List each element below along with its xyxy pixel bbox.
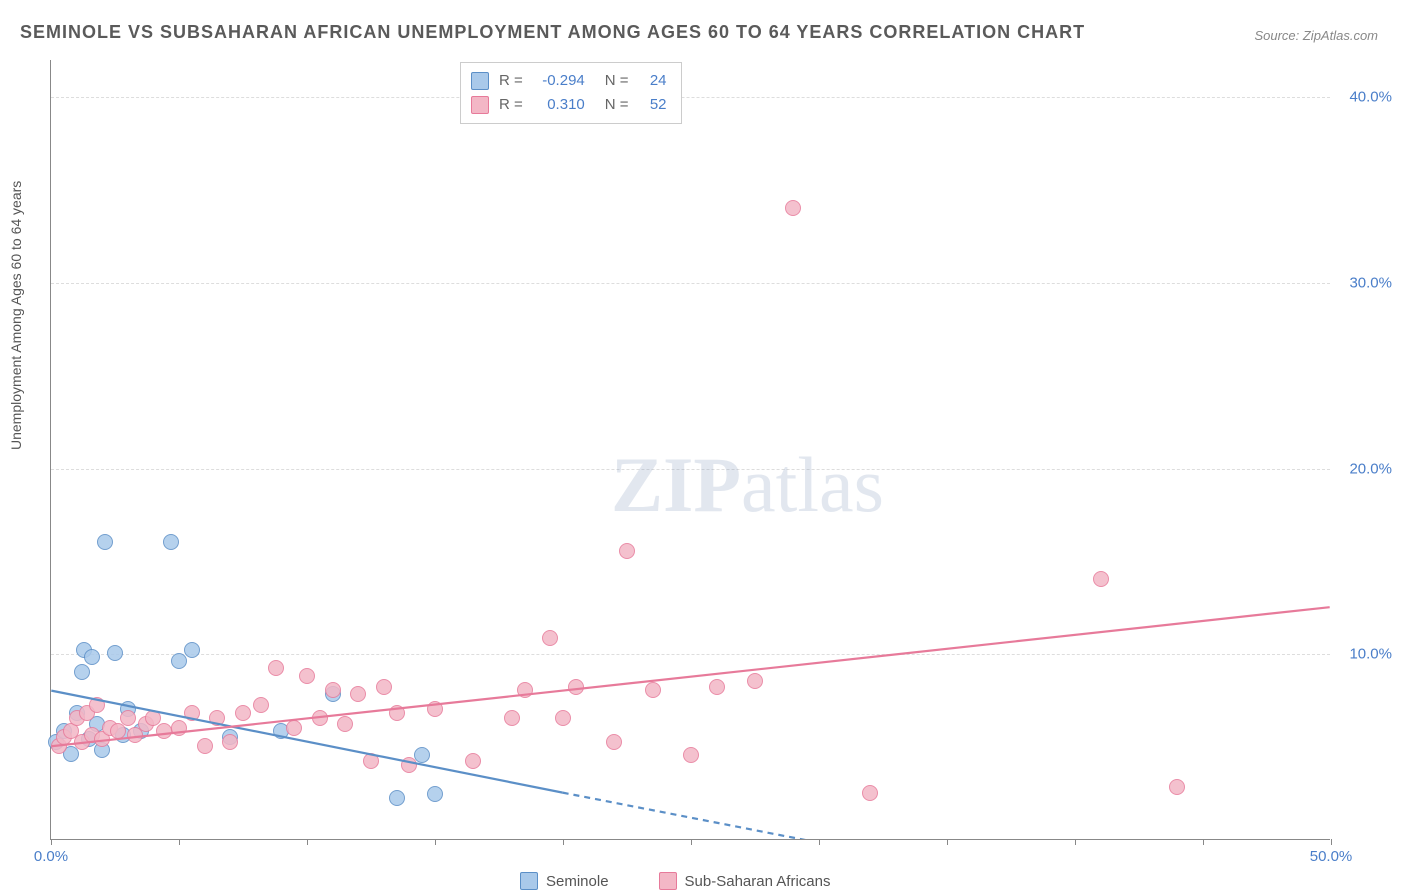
scatter-point: [337, 716, 353, 732]
watermark-light: atlas: [741, 441, 884, 528]
scatter-point: [862, 785, 878, 801]
scatter-point: [785, 200, 801, 216]
scatter-point: [683, 747, 699, 763]
x-tick-mark: [691, 839, 692, 845]
r-value-subsaharan: 0.310: [533, 93, 585, 117]
legend-item-seminole: Seminole: [520, 872, 609, 890]
scatter-point: [222, 734, 238, 750]
scatter-point: [427, 701, 443, 717]
gridline-h: [51, 654, 1330, 655]
legend-label-seminole: Seminole: [546, 873, 609, 890]
scatter-point: [1169, 779, 1185, 795]
bottom-legend: Seminole Sub-Saharan Africans: [520, 872, 830, 890]
scatter-point: [709, 679, 725, 695]
n-label: N =: [605, 93, 629, 117]
legend-swatch-subsaharan: [659, 872, 677, 890]
scatter-point: [299, 668, 315, 684]
scatter-point: [163, 534, 179, 550]
scatter-point: [171, 653, 187, 669]
x-tick-mark: [51, 839, 52, 845]
gridline-h: [51, 97, 1330, 98]
legend-item-subsaharan: Sub-Saharan Africans: [659, 872, 831, 890]
x-tick-mark: [819, 839, 820, 845]
x-tick-mark: [1331, 839, 1332, 845]
scatter-point: [325, 682, 341, 698]
scatter-point: [97, 534, 113, 550]
legend-swatch-seminole: [520, 872, 538, 890]
scatter-point: [542, 630, 558, 646]
y-tick-label: 40.0%: [1349, 89, 1392, 106]
scatter-point: [209, 710, 225, 726]
scatter-point: [89, 697, 105, 713]
swatch-subsaharan: [471, 96, 489, 114]
watermark: ZIPatlas: [611, 440, 884, 530]
watermark-bold: ZIP: [611, 441, 741, 528]
n-value-subsaharan: 52: [639, 93, 667, 117]
x-tick-label: 0.0%: [34, 848, 68, 865]
scatter-point: [286, 720, 302, 736]
r-value-seminole: -0.294: [533, 69, 585, 93]
gridline-h: [51, 283, 1330, 284]
scatter-point: [465, 753, 481, 769]
scatter-point: [401, 757, 417, 773]
scatter-point: [389, 790, 405, 806]
scatter-point: [350, 686, 366, 702]
scatter-point: [619, 543, 635, 559]
scatter-point: [74, 664, 90, 680]
scatter-point: [363, 753, 379, 769]
scatter-point: [427, 786, 443, 802]
x-tick-mark: [947, 839, 948, 845]
n-label: N =: [605, 69, 629, 93]
n-value-seminole: 24: [639, 69, 667, 93]
scatter-point: [197, 738, 213, 754]
source-attribution: Source: ZipAtlas.com: [1254, 28, 1378, 43]
legend-label-subsaharan: Sub-Saharan Africans: [685, 873, 831, 890]
y-tick-label: 30.0%: [1349, 274, 1392, 291]
scatter-point: [504, 710, 520, 726]
x-tick-mark: [1203, 839, 1204, 845]
x-tick-mark: [1075, 839, 1076, 845]
y-tick-label: 10.0%: [1349, 646, 1392, 663]
x-tick-mark: [563, 839, 564, 845]
y-axis-label: Unemployment Among Ages 60 to 64 years: [8, 181, 24, 450]
scatter-point: [1093, 571, 1109, 587]
x-tick-mark: [435, 839, 436, 845]
correlation-stats-box: R = -0.294 N = 24 R = 0.310 N = 52: [460, 62, 682, 124]
scatter-point: [120, 710, 136, 726]
x-tick-mark: [307, 839, 308, 845]
scatter-point: [184, 642, 200, 658]
scatter-point: [568, 679, 584, 695]
r-label: R =: [499, 93, 523, 117]
scatter-point: [517, 682, 533, 698]
swatch-seminole: [471, 72, 489, 90]
scatter-point: [253, 697, 269, 713]
stats-row-seminole: R = -0.294 N = 24: [471, 69, 667, 93]
scatter-point: [747, 673, 763, 689]
gridline-h: [51, 469, 1330, 470]
stats-row-subsaharan: R = 0.310 N = 52: [471, 93, 667, 117]
scatter-point: [312, 710, 328, 726]
scatter-point: [110, 723, 126, 739]
x-tick-mark: [179, 839, 180, 845]
scatter-point: [376, 679, 392, 695]
scatter-point: [555, 710, 571, 726]
plot-area: ZIPatlas 10.0%20.0%30.0%40.0%0.0%50.0%: [50, 60, 1330, 840]
scatter-point: [606, 734, 622, 750]
scatter-point: [389, 705, 405, 721]
scatter-point: [156, 723, 172, 739]
r-label: R =: [499, 69, 523, 93]
chart-title: SEMINOLE VS SUBSAHARAN AFRICAN UNEMPLOYM…: [20, 22, 1085, 43]
scatter-point: [645, 682, 661, 698]
trend-line: [51, 607, 1329, 746]
y-tick-label: 20.0%: [1349, 460, 1392, 477]
scatter-point: [107, 645, 123, 661]
scatter-point: [235, 705, 251, 721]
trend-lines-layer: [51, 60, 1330, 839]
scatter-point: [84, 649, 100, 665]
scatter-point: [184, 705, 200, 721]
scatter-point: [171, 720, 187, 736]
trend-line: [563, 793, 895, 839]
x-tick-label: 50.0%: [1310, 848, 1353, 865]
scatter-point: [268, 660, 284, 676]
